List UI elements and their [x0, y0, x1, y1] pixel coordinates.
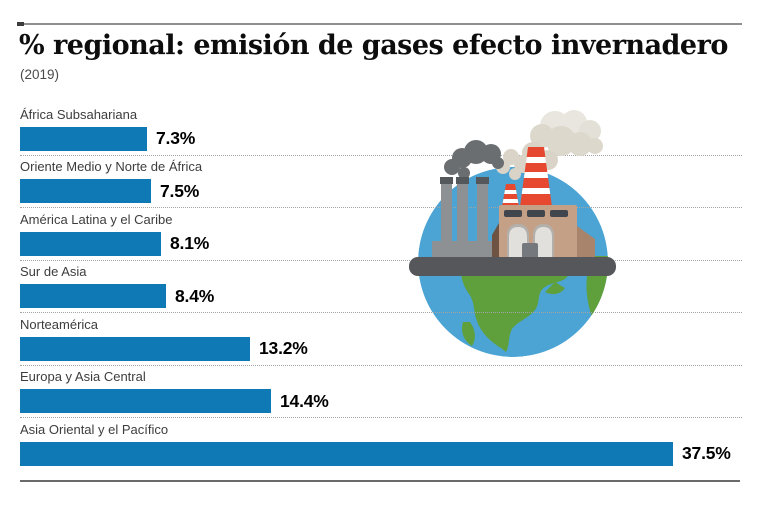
- value-label: 14.4%: [280, 390, 329, 411]
- bar-row: Asia Oriental y el Pacífico 37.5%: [20, 418, 742, 471]
- category-label: Europa y Asia Central: [20, 369, 146, 384]
- bar-line: 7.5%: [20, 179, 742, 203]
- bar-line: 37.5%: [20, 441, 742, 466]
- chart-subtitle: (2019): [20, 67, 60, 82]
- bar-row: América Latina y el Caribe 8.1%: [20, 208, 742, 261]
- top-divider-cap: [17, 22, 24, 26]
- top-divider: [17, 22, 742, 26]
- bar: [20, 126, 147, 151]
- bar-line: 14.4%: [20, 389, 742, 413]
- bar-row: Europa y Asia Central 14.4%: [20, 366, 742, 418]
- bar-row: Oriente Medio y Norte de África 7.5%: [20, 156, 742, 208]
- category-label: Sur de Asia: [20, 264, 87, 279]
- category-label: Oriente Medio y Norte de África: [20, 159, 203, 174]
- value-label: 37.5%: [682, 443, 731, 463]
- page-title: % regional: emisión de gases efecto inve…: [19, 30, 728, 61]
- category-label: Asia Oriental y el Pacífico: [20, 421, 169, 437]
- bar-row: Sur de Asia 8.4%: [20, 261, 742, 313]
- value-label: 8.4%: [175, 285, 215, 306]
- value-label: 8.1%: [170, 233, 210, 253]
- value-label: 13.2%: [259, 338, 308, 358]
- bar-line: 8.4%: [20, 284, 742, 308]
- bar-line: 13.2%: [20, 336, 742, 361]
- bar-row: Norteamérica 13.2%: [20, 313, 742, 366]
- bottom-divider: [20, 480, 740, 482]
- category-label: África Subsahariana: [20, 106, 138, 122]
- bar-row: África Subsahariana 7.3%: [20, 103, 742, 156]
- bar-line: 8.1%: [20, 231, 742, 256]
- value-label: 7.3%: [156, 128, 196, 148]
- bar: [20, 284, 166, 308]
- bar: [20, 389, 271, 413]
- category-label: Norteamérica: [20, 316, 99, 332]
- category-label: América Latina y el Caribe: [20, 211, 173, 227]
- bar-line: 7.3%: [20, 126, 742, 151]
- bar: [20, 231, 161, 256]
- bar: [20, 336, 250, 361]
- bar: [20, 441, 673, 466]
- value-label: 7.5%: [160, 180, 200, 201]
- bar: [20, 179, 151, 203]
- bar-rows: África Subsahariana 7.3% Oriente Medio y N…: [20, 103, 742, 471]
- bar-chart: África Subsahariana 7.3% Oriente Medio y N…: [20, 103, 742, 471]
